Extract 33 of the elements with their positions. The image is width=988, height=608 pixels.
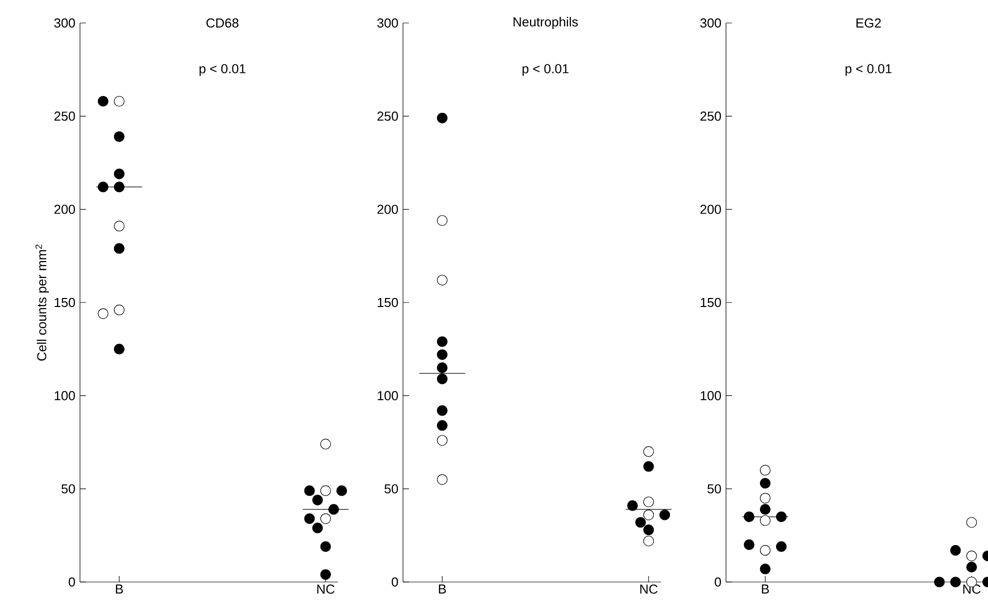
y-tick-label: 200 xyxy=(54,204,75,214)
annotation: p < 0.01 xyxy=(522,64,568,76)
y-tick-label: 250 xyxy=(377,112,398,121)
chart-title: Neutrophils xyxy=(514,16,578,30)
x-tick-label: B xyxy=(438,584,446,594)
y-axis-title: Cell counts per mm$^{2}$ xyxy=(36,244,49,361)
y-tick-label: 250 xyxy=(54,112,75,121)
annotation: p < 0.01 xyxy=(846,64,892,76)
y-tick-label: 200 xyxy=(700,204,721,214)
y-tick-label: 50 xyxy=(62,484,75,494)
chart-title: CD68 xyxy=(206,18,238,28)
y-tick-label: 300 xyxy=(377,18,398,28)
y-tick-label: 50 xyxy=(384,484,398,494)
y-tick-label: 150 xyxy=(378,298,398,308)
y-tick-label: 100 xyxy=(378,391,398,400)
y-tick-label: 50 xyxy=(708,484,721,494)
x-tick-label: B xyxy=(116,584,123,594)
annotation: p < 0.01 xyxy=(200,64,246,76)
x-tick-label: B xyxy=(762,584,769,594)
y-tick-label: 0 xyxy=(714,577,721,587)
y-tick-label: 0 xyxy=(392,577,398,587)
y-tick-label: 150 xyxy=(54,298,75,308)
x-tick-label: NC xyxy=(640,584,658,594)
y-tick-label: 0 xyxy=(68,577,75,587)
chart-title: EG2 xyxy=(856,18,881,28)
y-tick-label: 100 xyxy=(54,391,75,400)
y-tick-label: 100 xyxy=(700,391,721,400)
x-tick-label: NC xyxy=(317,584,335,594)
y-tick-label: 250 xyxy=(700,112,721,121)
y-tick-label: 200 xyxy=(377,204,398,214)
y-tick-label: 150 xyxy=(700,298,721,308)
y-tick-label: 300 xyxy=(700,18,721,28)
y-tick-label: 300 xyxy=(54,18,75,28)
